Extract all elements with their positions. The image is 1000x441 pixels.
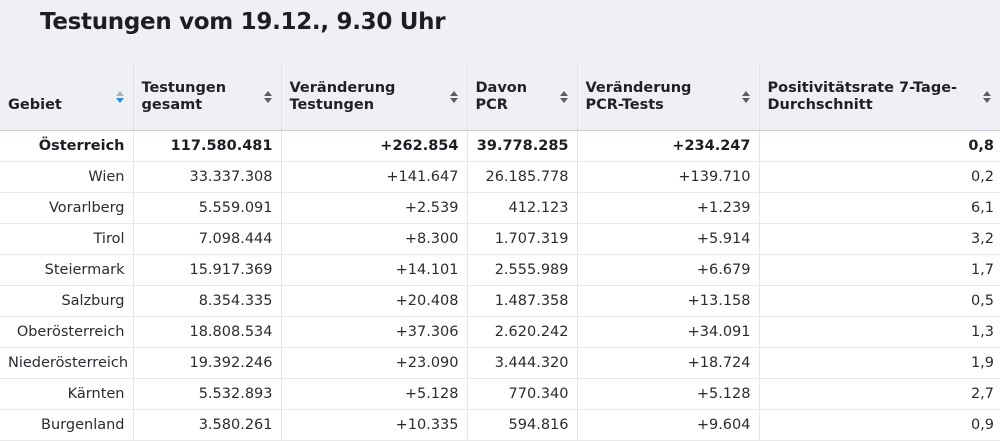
cell-positivitaetsrate: 0,2 [759, 161, 1000, 193]
cell-davon-pcr: 26.185.778 [467, 161, 578, 193]
cell-positivitaetsrate: 3,2 [759, 223, 1000, 255]
cell-positivitaetsrate: 1,7 [759, 254, 1000, 286]
cell-positivitaetsrate: 0,8 [759, 130, 1000, 162]
table-row: Salzburg 8.354.335 +20.408 1.487.358 +13.158… [0, 285, 1000, 317]
cell-positivitaetsrate: 6,1 [759, 192, 1000, 224]
column-header-label: Veränderung PCR-Tests [585, 79, 692, 113]
column-header-label: Testungen gesamt [141, 79, 227, 113]
cell-davon-pcr: 770.340 [467, 378, 578, 410]
cell-davon-pcr: 2.555.989 [467, 254, 578, 286]
sort-icon[interactable] [741, 90, 751, 104]
cell-gebiet: Salzburg [0, 285, 134, 317]
header-row: Gebiet Testungen gesamt Veränderung Testun… [0, 64, 1000, 131]
cell-gebiet: Tirol [0, 223, 134, 255]
column-header-label: Gebiet [8, 97, 62, 114]
cell-gebiet: Niederösterreich [0, 347, 134, 379]
cell-testungen-gesamt: 18.808.534 [133, 316, 282, 348]
table-row: Vorarlberg 5.559.091 +2.539 412.123 +1.239 6,… [0, 192, 1000, 224]
cell-veraenderung-testungen: +20.408 [281, 285, 468, 317]
cell-veraenderung-testungen: +5.128 [281, 378, 468, 410]
column-header-label: Positivitätsrate 7-Tage-Durchschnitt [767, 79, 958, 113]
cell-veraenderung-pcr-tests: +234.247 [577, 130, 760, 162]
cell-veraenderung-pcr-tests: +5.128 [577, 378, 760, 410]
table-row: Steiermark 15.917.369 +14.101 2.555.989 +6.6… [0, 254, 1000, 286]
cell-veraenderung-pcr-tests: +13.158 [577, 285, 760, 317]
table-row: Tirol 7.098.444 +8.300 1.707.319 +5.914 3,2 [0, 223, 1000, 255]
cell-veraenderung-testungen: +262.854 [281, 130, 468, 162]
cell-gebiet: Vorarlberg [0, 192, 134, 224]
cell-testungen-gesamt: 19.392.246 [133, 347, 282, 379]
cell-davon-pcr: 1.707.319 [467, 223, 578, 255]
table-row: Österreich 117.580.481 +262.854 39.778.285 +… [0, 130, 1000, 162]
cell-veraenderung-testungen: +10.335 [281, 409, 468, 441]
cell-testungen-gesamt: 15.917.369 [133, 254, 282, 286]
cell-veraenderung-pcr-tests: +1.239 [577, 192, 760, 224]
cell-davon-pcr: 3.444.320 [467, 347, 578, 379]
sort-icon[interactable] [982, 90, 992, 104]
cell-veraenderung-pcr-tests: +6.679 [577, 254, 760, 286]
cell-testungen-gesamt: 8.354.335 [133, 285, 282, 317]
column-header-davon-pcr[interactable]: Davon PCR [467, 64, 578, 131]
cell-davon-pcr: 594.816 [467, 409, 578, 441]
title-bar: Testungen vom 19.12., 9.30 Uhr [0, 0, 1000, 64]
cell-davon-pcr: 39.778.285 [467, 130, 578, 162]
cell-davon-pcr: 1.487.358 [467, 285, 578, 317]
table-row: Burgenland 3.580.261 +10.335 594.816 +9.604 0… [0, 409, 1000, 441]
cell-testungen-gesamt: 3.580.261 [133, 409, 282, 441]
page-title: Testungen vom 19.12., 9.30 Uhr [40, 9, 446, 35]
cell-testungen-gesamt: 117.580.481 [133, 130, 282, 162]
column-header-label: Davon PCR [475, 79, 528, 113]
cell-gebiet: Burgenland [0, 409, 134, 441]
table-row: Kärnten 5.532.893 +5.128 770.340 +5.128 2,7 [0, 378, 1000, 410]
sort-icon[interactable] [559, 90, 569, 104]
cell-testungen-gesamt: 5.532.893 [133, 378, 282, 410]
testing-table: Gebiet Testungen gesamt Veränderung Testun… [0, 64, 1000, 441]
cell-davon-pcr: 412.123 [467, 192, 578, 224]
cell-testungen-gesamt: 5.559.091 [133, 192, 282, 224]
cell-gebiet: Österreich [0, 130, 134, 162]
cell-positivitaetsrate: 0,9 [759, 409, 1000, 441]
column-header-veraenderung-pcr-tests[interactable]: Veränderung PCR-Tests [577, 64, 760, 131]
table-body: Österreich 117.580.481 +262.854 39.778.285 +… [0, 130, 1000, 441]
cell-testungen-gesamt: 33.337.308 [133, 161, 282, 193]
cell-veraenderung-testungen: +23.090 [281, 347, 468, 379]
cell-veraenderung-pcr-tests: +18.724 [577, 347, 760, 379]
table-row: Niederösterreich 19.392.246 +23.090 3.444.3… [0, 347, 1000, 379]
table-row: Oberösterreich 18.808.534 +37.306 2.620.242… [0, 316, 1000, 348]
column-header-veraenderung-testungen[interactable]: Veränderung Testungen [281, 64, 468, 131]
cell-positivitaetsrate: 0,5 [759, 285, 1000, 317]
cell-davon-pcr: 2.620.242 [467, 316, 578, 348]
column-header-positivitaetsrate[interactable]: Positivitätsrate 7-Tage-Durchschnitt [759, 64, 1000, 131]
cell-veraenderung-pcr-tests: +139.710 [577, 161, 760, 193]
cell-veraenderung-pcr-tests: +34.091 [577, 316, 760, 348]
column-header-gebiet[interactable]: Gebiet [0, 64, 134, 131]
cell-veraenderung-pcr-tests: +9.604 [577, 409, 760, 441]
cell-veraenderung-pcr-tests: +5.914 [577, 223, 760, 255]
cell-positivitaetsrate: 2,7 [759, 378, 1000, 410]
cell-gebiet: Kärnten [0, 378, 134, 410]
sort-icon[interactable] [263, 90, 273, 104]
cell-veraenderung-testungen: +2.539 [281, 192, 468, 224]
cell-gebiet: Oberösterreich [0, 316, 134, 348]
column-header-label: Veränderung Testungen [289, 79, 396, 113]
sort-icon[interactable] [115, 90, 125, 104]
cell-gebiet: Wien [0, 161, 134, 193]
cell-positivitaetsrate: 1,3 [759, 316, 1000, 348]
cell-positivitaetsrate: 1,9 [759, 347, 1000, 379]
cell-veraenderung-testungen: +37.306 [281, 316, 468, 348]
table-row: Wien 33.337.308 +141.647 26.185.778 +139.710… [0, 161, 1000, 193]
sort-icon[interactable] [449, 90, 459, 104]
cell-veraenderung-testungen: +14.101 [281, 254, 468, 286]
cell-veraenderung-testungen: +8.300 [281, 223, 468, 255]
cell-testungen-gesamt: 7.098.444 [133, 223, 282, 255]
cell-gebiet: Steiermark [0, 254, 134, 286]
column-header-testungen-gesamt[interactable]: Testungen gesamt [133, 64, 282, 131]
cell-veraenderung-testungen: +141.647 [281, 161, 468, 193]
